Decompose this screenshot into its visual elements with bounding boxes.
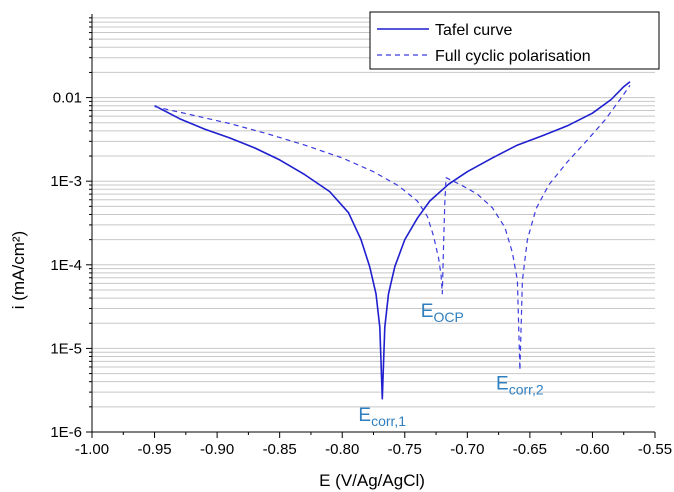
series-line-tafel: [154, 81, 631, 400]
legend-label-cyclic: Full cyclic polarisation: [435, 48, 591, 65]
annotation-label: Ecorr,1: [358, 405, 406, 429]
x-tick-label: -0.85: [263, 441, 297, 458]
x-tick-label: -0.60: [575, 441, 609, 458]
y-tick-label: 1E-3: [50, 173, 82, 190]
axes: [86, 14, 656, 438]
annotation-label: Ecorr,2: [496, 374, 544, 398]
legend-box: [369, 11, 660, 70]
series-line-cyclic: [154, 85, 631, 371]
x-tick-label: -0.80: [325, 441, 359, 458]
x-tick-label: -0.65: [513, 441, 547, 458]
y-tick-label: 0.01: [53, 90, 82, 107]
grid-lines: [92, 17, 655, 433]
y-axis-title: i (mA/cm²): [9, 231, 28, 309]
legend: Tafel curve Full cyclic polarisation: [369, 11, 660, 70]
annotation-label: EOCP: [421, 301, 464, 325]
series-layer: [154, 81, 631, 400]
x-tick-label: -0.55: [638, 441, 672, 458]
x-tick-label: -1.00: [75, 441, 109, 458]
x-tick-label: -0.95: [137, 441, 171, 458]
x-tick-label: -0.90: [200, 441, 234, 458]
x-axis-title: E (V/Ag/AgCl): [319, 471, 425, 490]
y-tick-label: 1E-5: [50, 340, 82, 357]
legend-label-tafel: Tafel curve: [435, 22, 512, 39]
y-tick-label: 1E-6: [50, 424, 82, 441]
annotations: Ecorr,1 EOCP Ecorr,2: [358, 301, 544, 429]
y-tick-label: 1E-4: [50, 257, 82, 274]
x-tick-label: -0.70: [450, 441, 484, 458]
x-tick-label: -0.75: [388, 441, 422, 458]
tick-labels: -1.00 -0.95 -0.90 -0.85 -0.80 -0.75 -0.70 -0.65…: [50, 90, 672, 458]
